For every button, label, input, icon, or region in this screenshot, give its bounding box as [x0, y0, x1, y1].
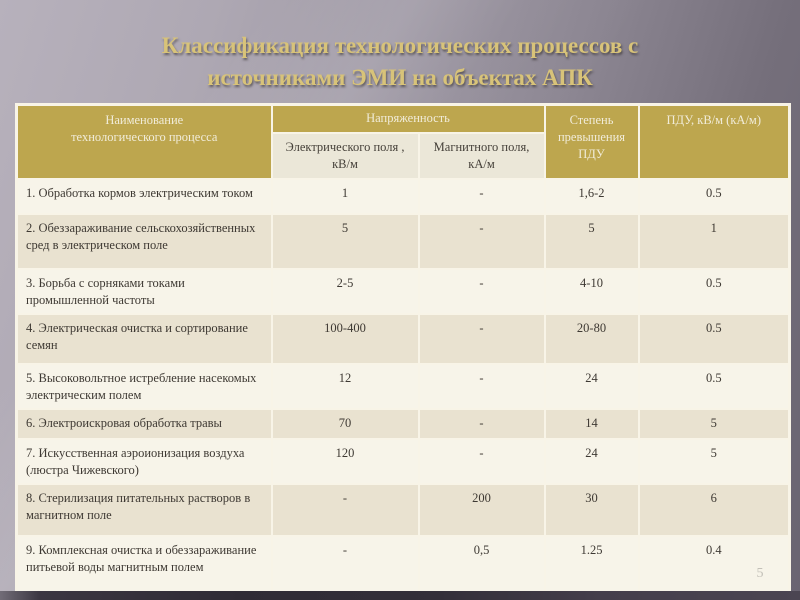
process-name-cell: 2. Обеззараживание сельскохозяйственных … — [15, 212, 273, 270]
table-row: 5. Высоковольтное истребление насекомых … — [15, 362, 791, 410]
slide-title-line2: источниками ЭМИ на объектах АПК — [207, 65, 593, 90]
table-row: 8. Стерилизация питательных растворов в … — [15, 482, 791, 537]
table-row: 9. Комплексная очистка и обеззараживание… — [15, 534, 791, 597]
process-name-cell: 7. Искусственная аэроионизация воздуха (… — [15, 437, 273, 485]
electric-field-cell: 5 — [270, 212, 420, 270]
table-row: 3. Борьба с сорняками токами промышленно… — [15, 267, 791, 315]
electric-field-cell: 120 — [270, 437, 420, 485]
pdu-cell: 0.5 — [637, 267, 791, 315]
table-row: 4. Электрическая очистка и сортирование … — [15, 312, 791, 365]
exceed-cell: 14 — [543, 407, 640, 440]
exceed-cell: 1.25 — [543, 534, 640, 597]
magnetic-field-cell: - — [417, 177, 546, 215]
header-process: Наименование технологического процесса — [15, 103, 273, 180]
exceed-cell: 5 — [543, 212, 640, 270]
header-magnetic-field: Магнитного поля, кА/м — [417, 131, 546, 180]
table-row: 2. Обеззараживание сельскохозяйственных … — [15, 212, 791, 270]
process-name-cell: 8. Стерилизация питательных растворов в … — [15, 482, 273, 537]
electric-field-cell: 2-5 — [270, 267, 420, 315]
slide-title-line1: Классификация технологических процессов … — [161, 33, 639, 58]
electric-field-cell: 12 — [270, 362, 420, 410]
magnetic-field-cell: 200 — [417, 482, 546, 537]
emi-classification-table: Наименование технологического процесса Н… — [15, 103, 791, 597]
exceed-cell: 24 — [543, 437, 640, 485]
header-electric-field: Электрического поля , кВ/м — [270, 131, 420, 180]
pdu-cell: 5 — [637, 437, 791, 485]
pdu-cell: 5 — [637, 407, 791, 440]
electric-field-cell: 1 — [270, 177, 420, 215]
table-row: 6. Электроискровая обработка травы 70 - … — [15, 407, 791, 440]
magnetic-field-cell: - — [417, 437, 546, 485]
pdu-cell: 0.5 — [637, 362, 791, 410]
electric-field-cell: 70 — [270, 407, 420, 440]
electric-field-cell: 100-400 — [270, 312, 420, 365]
process-name-cell: 5. Высоковольтное истребление насекомых … — [15, 362, 273, 410]
magnetic-field-cell: - — [417, 212, 546, 270]
electric-field-cell: - — [270, 534, 420, 597]
magnetic-field-cell: - — [417, 267, 546, 315]
process-name-cell: 3. Борьба с сорняками токами промышленно… — [15, 267, 273, 315]
magnetic-field-cell: 0,5 — [417, 534, 546, 597]
slide-page-number: 5 — [756, 566, 764, 581]
process-name-cell: 1. Обработка кормов электрическим током — [15, 177, 273, 215]
magnetic-field-cell: - — [417, 407, 546, 440]
electric-field-cell: - — [270, 482, 420, 537]
process-name-cell: 4. Электрическая очистка и сортирование … — [15, 312, 273, 365]
magnetic-field-cell: - — [417, 312, 546, 365]
slide-title: Классификация технологических процессов … — [40, 30, 760, 94]
pdu-cell: 0.5 — [637, 177, 791, 215]
process-name-cell: 9. Комплексная очистка и обеззараживание… — [15, 534, 273, 597]
pdu-cell: 0.5 — [637, 312, 791, 365]
slide-bottom-band — [0, 591, 800, 600]
process-name-cell: 6. Электроискровая обработка травы — [15, 407, 273, 440]
table-row: 7. Искусственная аэроионизация воздуха (… — [15, 437, 791, 485]
header-pdu: ПДУ, кВ/м (кА/м) — [637, 103, 791, 180]
header-row-main: Наименование технологического процесса Н… — [15, 103, 791, 180]
pdu-cell: 6 — [637, 482, 791, 537]
exceed-cell: 24 — [543, 362, 640, 410]
table-row: 1. Обработка кормов электрическим током … — [15, 177, 791, 215]
magnetic-field-cell: - — [417, 362, 546, 410]
exceed-cell: 4-10 — [543, 267, 640, 315]
exceed-cell: 30 — [543, 482, 640, 537]
header-row-sub: Электрического поля , кВ/м Магнитного по… — [17, 131, 790, 180]
header-intensity: Напряженность — [270, 103, 546, 134]
exceed-cell: 20-80 — [543, 312, 640, 365]
pdu-cell: 1 — [637, 212, 791, 270]
header-exceed: Степень превышения ПДУ — [543, 103, 640, 180]
exceed-cell: 1,6-2 — [543, 177, 640, 215]
